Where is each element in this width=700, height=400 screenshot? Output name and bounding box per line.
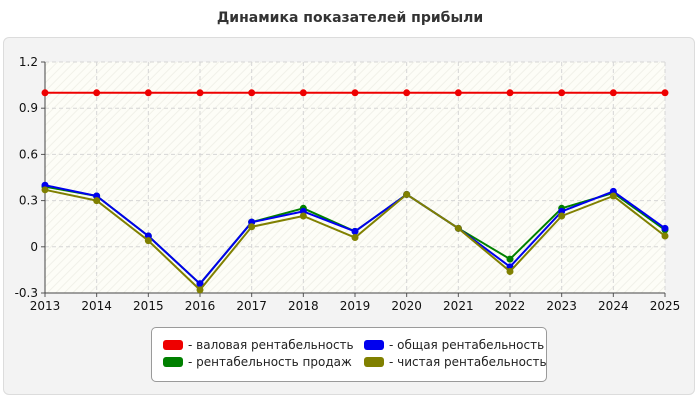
data-point <box>144 89 152 97</box>
data-point <box>506 89 514 97</box>
data-point <box>144 237 152 245</box>
data-point <box>506 255 514 263</box>
data-point <box>41 89 49 97</box>
chart-title: Динамика показателей прибыли <box>216 10 484 26</box>
data-point <box>196 280 204 288</box>
y-tick-label: 1.2 <box>19 55 38 69</box>
data-point <box>454 89 462 97</box>
data-point <box>403 89 411 97</box>
data-point <box>196 89 204 97</box>
legend-label: - общая рентабельность <box>389 338 545 352</box>
y-tick-label: -0.3 <box>15 286 38 300</box>
data-point <box>661 224 669 232</box>
legend-label: - рентабельность продаж <box>188 355 352 369</box>
data-point <box>351 234 359 242</box>
data-point <box>403 190 411 198</box>
x-tick-label: 2020 <box>391 299 422 313</box>
data-point <box>609 192 617 200</box>
data-point <box>661 89 669 97</box>
legend-swatch <box>364 357 384 367</box>
data-point <box>93 89 101 97</box>
x-tick-label: 2018 <box>288 299 319 313</box>
data-point <box>248 223 256 231</box>
legend-swatch <box>364 340 384 350</box>
y-tick-label: 0 <box>30 240 38 254</box>
data-point <box>248 89 256 97</box>
x-tick-label: 2015 <box>133 299 164 313</box>
x-tick-label: 2023 <box>546 299 577 313</box>
x-tick-label: 2021 <box>443 299 474 313</box>
data-point <box>93 197 101 205</box>
data-point <box>506 267 514 275</box>
legend-label: - валовая рентабельность <box>188 338 354 352</box>
y-tick-label: 0.6 <box>19 147 38 161</box>
x-tick-label: 2019 <box>340 299 371 313</box>
data-point <box>661 232 669 240</box>
x-tick-label: 2013 <box>30 299 61 313</box>
legend-swatch <box>163 357 183 367</box>
data-point <box>351 227 359 235</box>
data-point <box>454 224 462 232</box>
y-tick-label: 0.3 <box>19 194 38 208</box>
data-point <box>196 286 204 294</box>
data-point <box>299 212 307 220</box>
data-point <box>558 212 566 220</box>
y-tick-label: 0.9 <box>19 101 38 115</box>
x-tick-label: 2017 <box>236 299 267 313</box>
chart-legend: - валовая рентабельность - общая рентабе… <box>151 327 547 382</box>
legend-swatch <box>163 340 183 350</box>
data-point <box>558 89 566 97</box>
data-point <box>41 186 49 194</box>
x-tick-label: 2022 <box>495 299 526 313</box>
x-tick-label: 2024 <box>598 299 629 313</box>
x-tick-label: 2014 <box>81 299 112 313</box>
legend-label: - чистая рентабельность <box>389 355 547 369</box>
data-point <box>609 89 617 97</box>
x-tick-label: 2016 <box>185 299 216 313</box>
x-tick-label: 2025 <box>650 299 681 313</box>
data-point <box>351 89 359 97</box>
data-point <box>299 89 307 97</box>
